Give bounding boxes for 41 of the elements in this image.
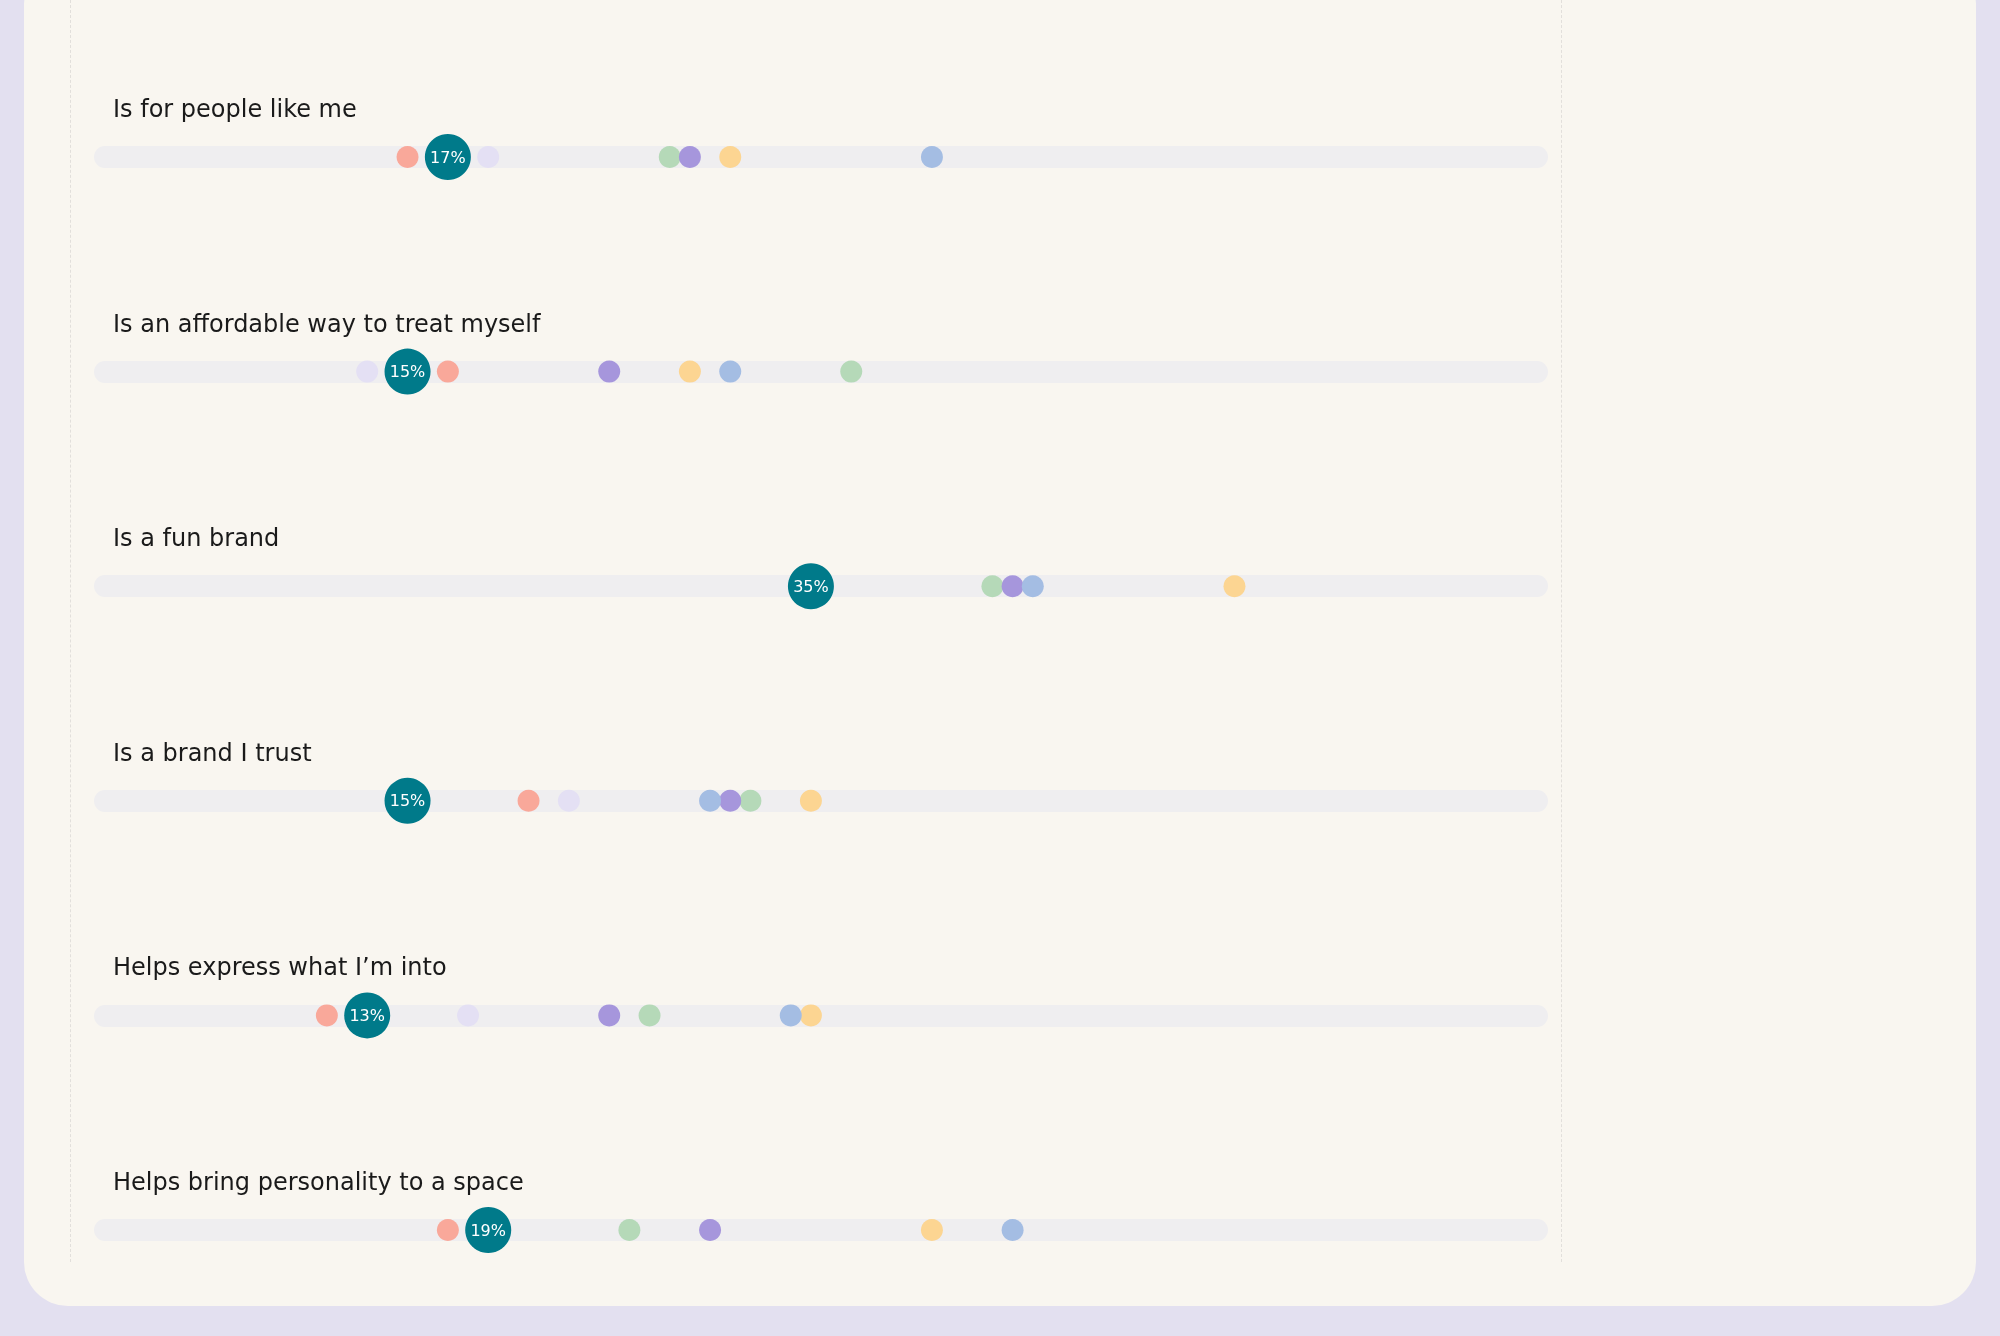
point bbox=[618, 1219, 641, 1241]
point bbox=[981, 575, 1004, 598]
y-tick-label: Is a fun brand bbox=[113, 524, 280, 553]
y-tick-label: Helps bring personality to a space bbox=[113, 1168, 524, 1196]
y-tick-label: Helps express what I’m into bbox=[113, 953, 447, 982]
point bbox=[436, 1219, 459, 1241]
point bbox=[719, 146, 742, 168]
point bbox=[517, 789, 540, 812]
data-label: 35% bbox=[793, 576, 829, 596]
point bbox=[719, 789, 742, 812]
point bbox=[1021, 575, 1044, 598]
y-tick-label: Is for people like me bbox=[113, 95, 357, 123]
point bbox=[315, 1004, 338, 1027]
point bbox=[799, 1004, 822, 1027]
point bbox=[799, 789, 822, 812]
y-tick-label: Is an affordable way to treat myself bbox=[113, 309, 542, 338]
point bbox=[598, 360, 621, 383]
data-label: 17% bbox=[430, 147, 466, 167]
point bbox=[1001, 575, 1024, 598]
point bbox=[658, 146, 681, 168]
point bbox=[739, 789, 762, 812]
point bbox=[1001, 1219, 1024, 1241]
point bbox=[920, 1219, 943, 1241]
data-label: 15% bbox=[389, 791, 426, 811]
point bbox=[699, 789, 722, 812]
point bbox=[1223, 575, 1246, 598]
point bbox=[719, 360, 742, 383]
point bbox=[678, 360, 701, 383]
point bbox=[920, 146, 943, 168]
data-label: 15% bbox=[389, 362, 426, 382]
point bbox=[678, 146, 701, 168]
y-tick-label: Is a brand I trust bbox=[113, 738, 312, 767]
point bbox=[840, 360, 863, 383]
point bbox=[436, 360, 459, 383]
point bbox=[779, 1004, 802, 1027]
point bbox=[699, 1219, 722, 1241]
point bbox=[598, 1004, 621, 1027]
data-label: 19% bbox=[470, 1220, 506, 1240]
point bbox=[638, 1004, 661, 1027]
point bbox=[396, 146, 419, 168]
data-label: 13% bbox=[349, 1005, 385, 1025]
